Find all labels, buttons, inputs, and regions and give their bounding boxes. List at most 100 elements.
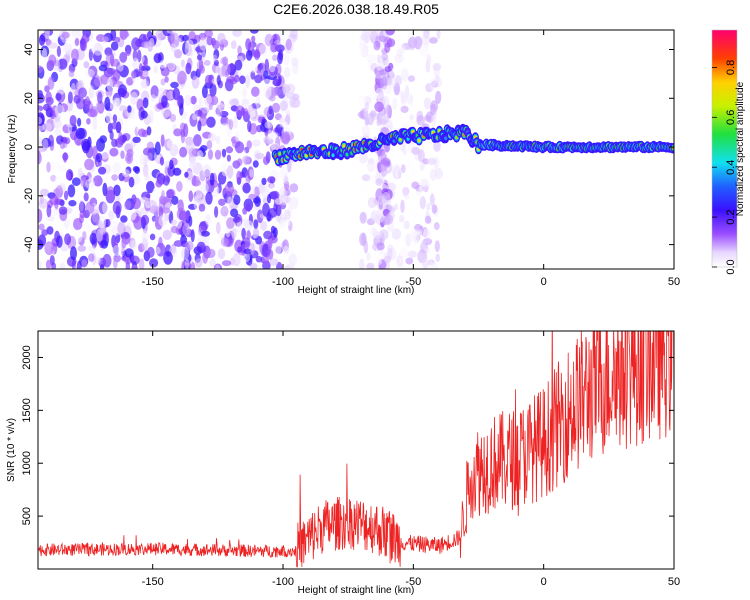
- spectrogram-noise-cell: [114, 195, 121, 203]
- spectrogram-noise-cell: [82, 231, 87, 241]
- spectrogram-noise-cell: [426, 202, 431, 211]
- spectrogram-noise-cell: [239, 75, 246, 84]
- spectrogram-noise-cell: [271, 131, 279, 139]
- spectrogram-noise-cell: [181, 246, 190, 260]
- spectrogram-noise-cell: [130, 209, 137, 221]
- spectrogram-noise-cell: [42, 122, 53, 132]
- spectrogram-noise-cell: [149, 110, 154, 124]
- spectrogram-noise-cell: [100, 239, 109, 249]
- spectrogram-noise-cell: [98, 166, 107, 175]
- spectrogram-noise-cell: [426, 54, 432, 64]
- spectrogram-noise-cell: [166, 90, 174, 100]
- spectrogram-noise-cell: [166, 139, 174, 150]
- spectrogram-noise-cell: [386, 38, 396, 48]
- spectrogram-noise-cell: [41, 48, 48, 60]
- spectrogram-noise-cell: [85, 178, 95, 190]
- spectrogram-noise-cell: [419, 196, 426, 210]
- spectrogram-noise-cell: [193, 196, 199, 210]
- spectrogram-noise-cell: [197, 54, 202, 61]
- spectrogram-noise-cell: [138, 128, 146, 137]
- spectrogram-noise-cell: [112, 244, 122, 257]
- spectrogram-noise-cell: [217, 32, 226, 45]
- spectrogram-noise-cell: [422, 158, 430, 165]
- spectrogram-noise-cell: [68, 200, 77, 207]
- spectrogram-noise-cell: [88, 253, 95, 262]
- spectrogram-noise-cell: [114, 36, 121, 43]
- spectrogram-noise-cell: [270, 142, 280, 151]
- spectrogram-noise-cell: [216, 221, 221, 235]
- spectrogram-noise-cell: [410, 228, 419, 238]
- spectrogram-noise-cell: [73, 95, 81, 104]
- spectrogram-noise-cell: [407, 75, 416, 82]
- snr-frame: [37, 330, 675, 570]
- spectrogram-noise-cell: [267, 129, 273, 141]
- spectrogram-noise-cell: [232, 216, 241, 223]
- spectrogram-noise-cell: [70, 246, 77, 261]
- spectrogram-noise-cell: [393, 163, 400, 174]
- spectrogram-noise-cell: [234, 74, 240, 83]
- spectrogram-noise-cell: [264, 33, 274, 47]
- spectrogram-noise-layer: [38, 30, 443, 269]
- spectrogram-noise-cell: [249, 63, 258, 73]
- spectrogram-noise-cell: [189, 156, 197, 168]
- spectrogram-noise-cell: [87, 245, 97, 252]
- spectrogram-noise-cell: [59, 141, 65, 150]
- spectrogram-x-tick-label: 0: [541, 276, 547, 288]
- spectrogram-noise-cell: [146, 246, 155, 258]
- spectrogram-noise-cell: [191, 179, 202, 187]
- spectrogram-noise-cell: [281, 131, 291, 145]
- spectrogram-noise-cell: [108, 210, 115, 221]
- spectrogram-noise-cell: [264, 121, 273, 129]
- spectrogram-noise-cell: [400, 232, 406, 243]
- spectrogram-noise-cell: [404, 93, 414, 104]
- spectrogram-noise-cell: [77, 245, 87, 252]
- spectrogram-noise-cell: [218, 198, 226, 206]
- spectrogram-noise-cell: [96, 152, 103, 163]
- spectrogram-noise-cell: [263, 156, 270, 166]
- spectrogram-noise-cell: [114, 97, 122, 110]
- spectrogram-noise-cell: [170, 32, 180, 47]
- spectrogram-noise-cell: [391, 228, 402, 240]
- spectrogram-noise-cell: [106, 78, 114, 92]
- spectrogram-noise-cell: [142, 163, 149, 178]
- spectrogram-noise-cell: [126, 77, 134, 86]
- spectrogram-noise-cell: [64, 218, 70, 230]
- spectrogram-noise-cell: [205, 191, 213, 205]
- spectrogram-noise-cell: [236, 170, 243, 183]
- spectrogram-noise-cell: [434, 240, 440, 253]
- colorbar-tick-label: 0.8: [725, 60, 737, 75]
- spectrogram-noise-cell: [79, 200, 84, 212]
- spectrogram-noise-cell: [263, 230, 273, 240]
- spectrogram-noise-cell: [141, 230, 149, 244]
- spectrogram-noise-cell: [255, 255, 263, 263]
- spectrogram-noise-cell: [183, 123, 189, 137]
- spectrogram-noise-cell: [91, 130, 97, 139]
- spectrogram-noise-cell: [254, 74, 263, 84]
- spectrogram-noise-cell: [234, 131, 240, 142]
- spectrogram-track-cell: [398, 138, 402, 142]
- spectrogram-noise-cell: [428, 37, 438, 44]
- spectrogram-noise-cell: [250, 242, 255, 255]
- spectrogram-y-tick-label: -40: [23, 237, 35, 253]
- spectrogram-noise-cell: [184, 171, 189, 178]
- spectrogram-noise-cell: [58, 206, 68, 215]
- spectrogram-noise-cell: [362, 41, 367, 56]
- spectrogram-noise-cell: [253, 49, 261, 61]
- spectrogram-noise-cell: [134, 166, 141, 174]
- spectrogram-noise-cell: [118, 131, 123, 145]
- spectrogram-noise-cell: [182, 223, 191, 236]
- spectrogram-noise-cell: [251, 86, 260, 97]
- spectrogram-noise-cell: [60, 242, 69, 252]
- spectrogram-noise-cell: [121, 237, 127, 249]
- spectrogram-noise-cell: [102, 253, 112, 268]
- spectrogram-noise-cell: [99, 264, 105, 269]
- spectrogram-noise-cell: [238, 35, 244, 45]
- spectrogram-noise-cell: [42, 138, 49, 151]
- spectrogram-noise-cell: [198, 96, 203, 111]
- spectrogram-noise-cell: [166, 30, 177, 34]
- spectrogram-noise-cell: [214, 206, 219, 218]
- spectrogram-noise-cell: [366, 262, 375, 269]
- spectrogram-noise-cell: [227, 196, 233, 207]
- spectrogram-noise-cell: [283, 209, 291, 222]
- spectrogram-noise-cell: [202, 251, 209, 264]
